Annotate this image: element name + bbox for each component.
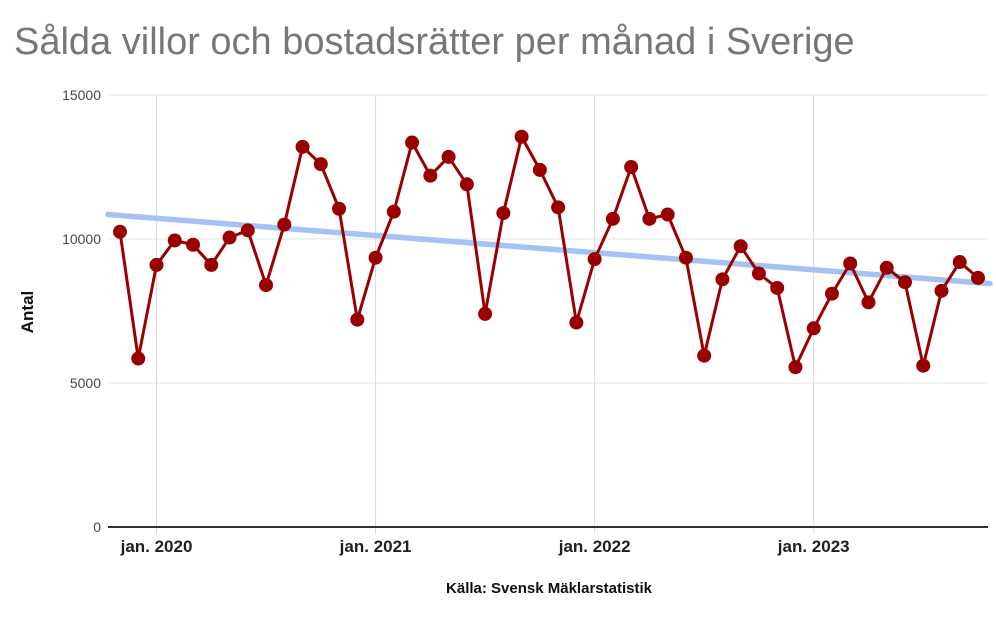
y-tick-label: 5000 <box>70 375 101 391</box>
x-tick-label: jan. 2023 <box>777 537 850 556</box>
data-point <box>861 295 876 310</box>
data-point <box>259 278 274 293</box>
data-point <box>751 266 766 281</box>
data-point <box>916 358 931 373</box>
data-point <box>514 129 529 144</box>
data-point <box>569 315 584 330</box>
data-point <box>952 255 967 270</box>
data-point <box>277 217 292 232</box>
data-point <box>971 270 985 285</box>
data-point <box>478 306 493 321</box>
data-point <box>587 252 602 267</box>
data-point <box>551 200 566 215</box>
data-point <box>240 223 255 238</box>
x-tick-label: jan. 2022 <box>558 537 631 556</box>
chart-title: Sålda villor och bostadsrätter per månad… <box>14 21 855 63</box>
x-tick-label: jan. 2020 <box>120 537 193 556</box>
data-point <box>423 168 438 183</box>
data-point <box>295 139 310 154</box>
data-point <box>167 233 182 248</box>
data-point <box>678 250 693 265</box>
data-point <box>715 272 730 287</box>
data-point <box>879 260 894 275</box>
data-point <box>204 257 219 272</box>
data-point <box>642 211 657 226</box>
data-point <box>605 211 620 226</box>
data-point <box>386 204 401 219</box>
data-point <box>113 224 127 239</box>
data-point <box>897 275 912 290</box>
data-point <box>405 135 420 150</box>
data-point <box>934 283 949 298</box>
y-tick-label: 0 <box>93 519 101 535</box>
data-point <box>660 207 675 222</box>
data-point <box>332 201 347 216</box>
data-point <box>368 250 383 265</box>
source-note: Källa: Svensk Mäklarstatistik <box>446 580 652 597</box>
data-point <box>313 157 328 172</box>
data-point <box>788 360 803 375</box>
data-point <box>824 286 839 301</box>
data-point <box>532 162 547 177</box>
data-point <box>186 237 201 252</box>
data-point <box>496 206 511 221</box>
series-line <box>118 135 979 369</box>
x-tick-label: jan. 2021 <box>339 537 412 556</box>
trendline <box>105 211 993 287</box>
y-tick-label: 10000 <box>62 231 101 247</box>
data-point <box>843 256 858 271</box>
data-point <box>806 321 821 336</box>
data-point <box>624 160 639 174</box>
data-point <box>733 239 748 254</box>
data-point <box>222 230 237 245</box>
data-point <box>350 312 365 327</box>
data-point <box>131 351 146 366</box>
data-point <box>459 177 474 192</box>
data-point <box>441 149 456 164</box>
data-point <box>770 280 785 295</box>
y-tick-label: 15000 <box>62 87 101 103</box>
data-point <box>149 257 164 272</box>
data-point <box>697 348 712 363</box>
